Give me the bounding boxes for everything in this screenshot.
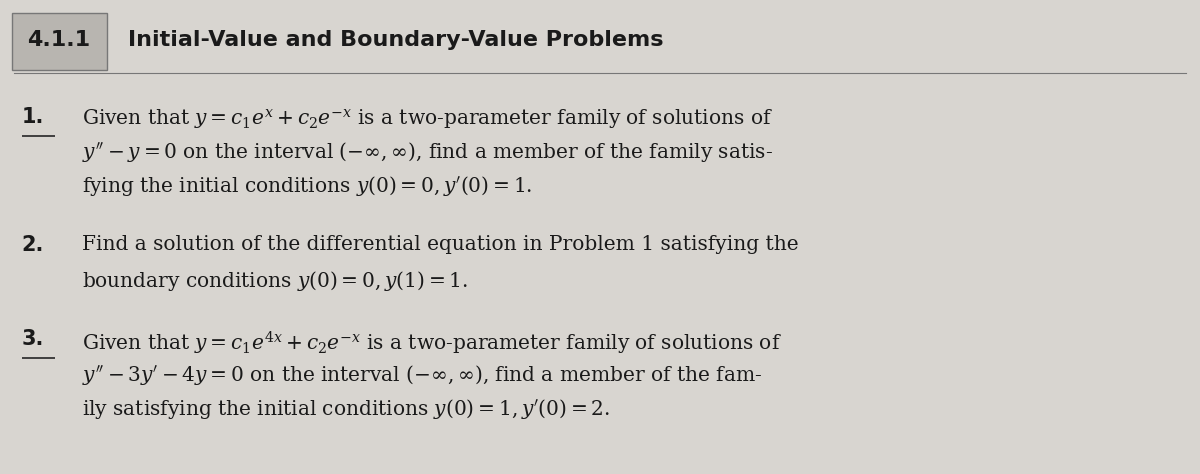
Text: boundary conditions $y(0) = 0, y(1) = 1$.: boundary conditions $y(0) = 0, y(1) = 1$… xyxy=(82,269,468,293)
Text: Given that $y = c_1e^x + c_2e^{-x}$ is a two-parameter family of solutions of: Given that $y = c_1e^x + c_2e^{-x}$ is a… xyxy=(82,107,773,131)
Text: $y'' - 3y' - 4y = 0$ on the interval $(-\infty, \infty)$, find a member of the f: $y'' - 3y' - 4y = 0$ on the interval $(-… xyxy=(82,364,762,388)
Text: Initial-Value and Boundary-Value Problems: Initial-Value and Boundary-Value Problem… xyxy=(128,30,664,50)
Text: 3.: 3. xyxy=(22,329,44,349)
FancyBboxPatch shape xyxy=(12,13,107,70)
Text: Given that $y = c_1e^{4x} + c_2e^{-x}$ is a two-parameter family of solutions of: Given that $y = c_1e^{4x} + c_2e^{-x}$ i… xyxy=(82,329,781,356)
Text: 1.: 1. xyxy=(22,107,44,127)
Text: Find a solution of the differential equation in Problem 1 satisfying the: Find a solution of the differential equa… xyxy=(82,235,798,254)
Text: $y'' - y = 0$ on the interval $(-\infty, \infty)$, find a member of the family s: $y'' - y = 0$ on the interval $(-\infty,… xyxy=(82,141,773,165)
Text: 2.: 2. xyxy=(22,235,44,255)
Text: ily satisfying the initial conditions $y(0) = 1, y'(0) = 2$.: ily satisfying the initial conditions $y… xyxy=(82,398,610,422)
Text: 4.1.1: 4.1.1 xyxy=(28,30,90,50)
Text: fying the initial conditions $y(0) = 0, y'(0) = 1$.: fying the initial conditions $y(0) = 0, … xyxy=(82,175,532,199)
